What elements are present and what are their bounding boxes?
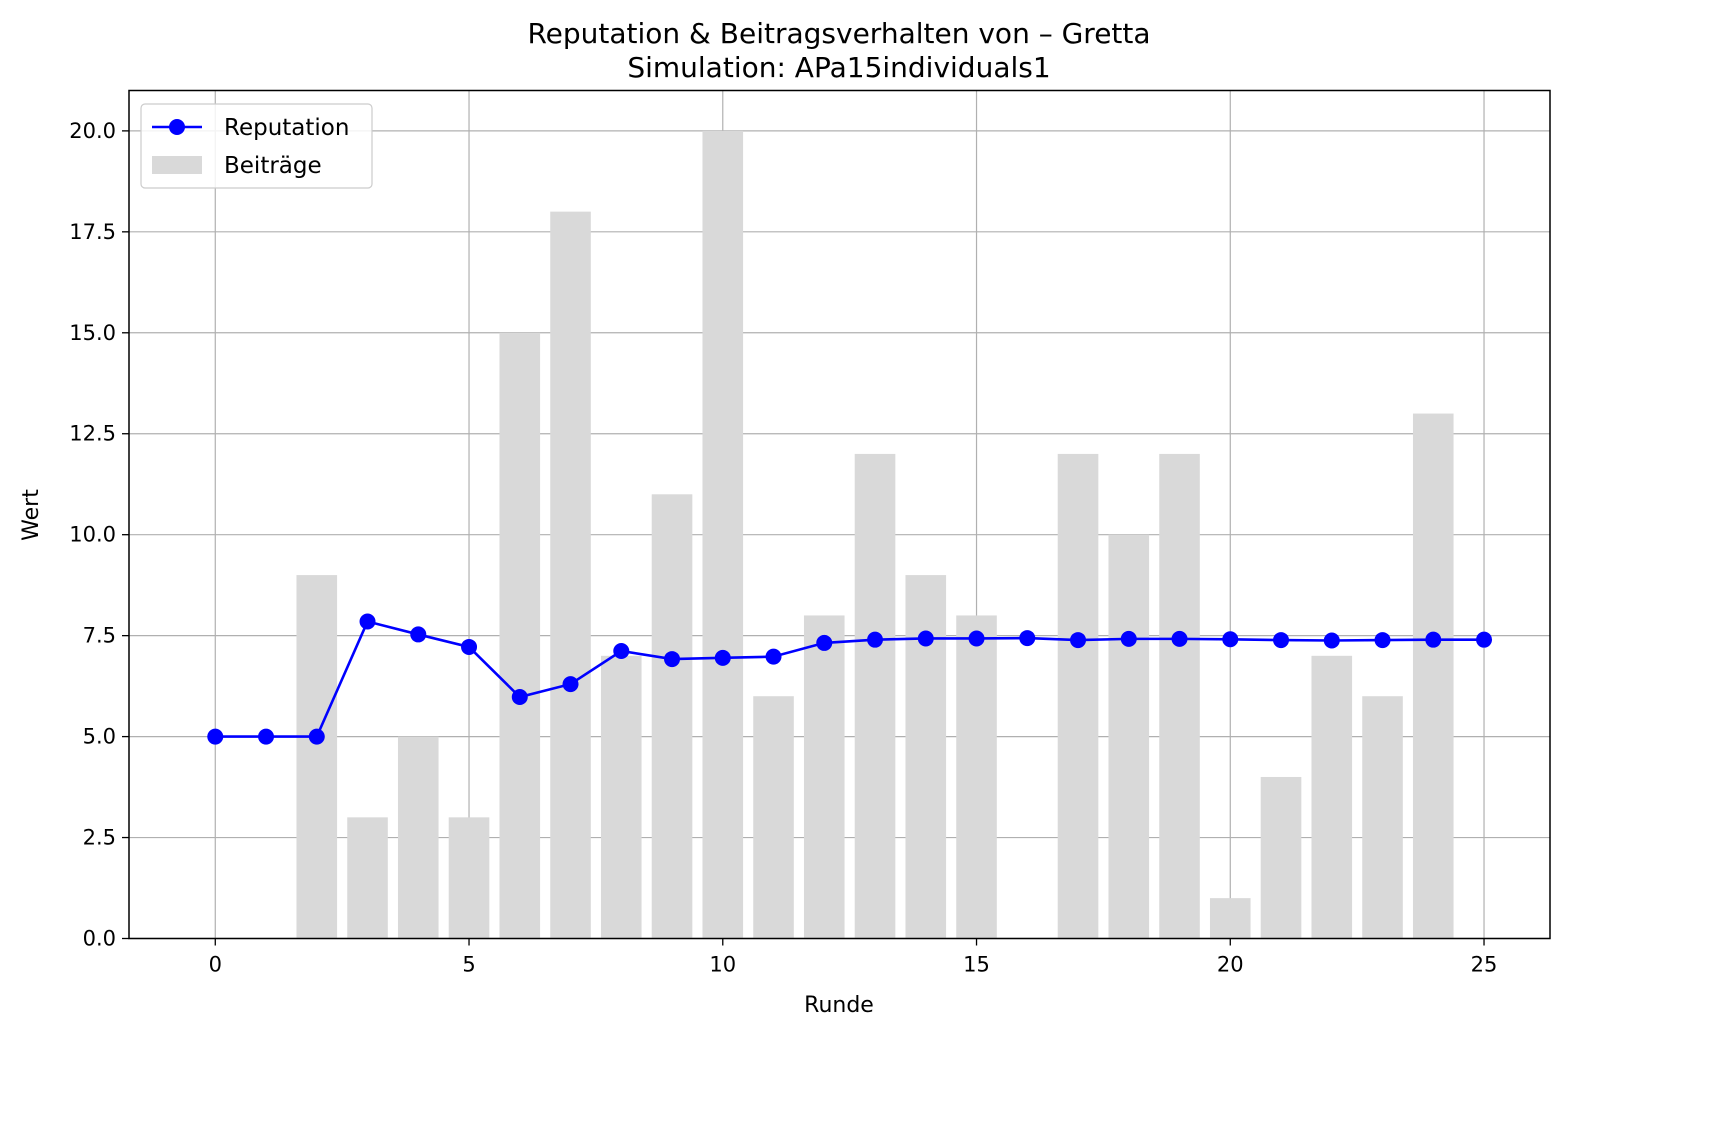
x-tick-label: 25: [1471, 953, 1498, 977]
beitraege-bar: [1260, 776, 1302, 939]
beitraege-bar: [1057, 453, 1099, 939]
beitraege-bar: [651, 494, 693, 939]
x-tick-label: 0: [209, 953, 222, 977]
y-axis-label: Wert: [19, 489, 44, 541]
reputation-points: [207, 613, 1493, 745]
beitraege-bar: [854, 453, 896, 939]
beitraege-bar: [956, 615, 997, 939]
beitraege-bar: [600, 655, 642, 939]
beitraege-bar: [1209, 898, 1251, 939]
reputation-point: [1070, 632, 1087, 649]
legend-reputation-label: Reputation: [224, 115, 349, 141]
reputation-point: [714, 649, 731, 666]
reputation-point: [511, 689, 528, 706]
plot-frame: [128, 89, 1551, 940]
legend-beitraege-label: Beiträge: [224, 153, 322, 179]
beitraege-bar: [347, 817, 388, 939]
y-tick-label: 5.0: [83, 725, 116, 749]
y-tick-label: 12.5: [69, 422, 116, 446]
y-tick-label: 2.5: [83, 826, 116, 850]
x-tick-label: 15: [963, 953, 990, 977]
chart-title: Reputation & Beitragsverhalten von – Gre…: [527, 17, 1150, 50]
beitraege-bar: [753, 696, 794, 939]
beitraege-bar: [1362, 696, 1403, 939]
reputation-point: [765, 648, 782, 665]
reputation-point: [613, 642, 630, 659]
legend: Reputation Beiträge: [140, 103, 373, 189]
legend-reputation-marker: [169, 119, 185, 135]
x-axis-ticks: 0 5 10 15 20 25: [209, 938, 1498, 977]
x-axis-label: Runde: [804, 993, 874, 1018]
reputation-point: [207, 728, 224, 745]
beitraege-bar: [448, 817, 490, 939]
reputation-point: [1019, 630, 1036, 647]
reputation-point: [968, 630, 985, 647]
beitraege-bar: [1159, 453, 1200, 939]
reputation-point: [867, 631, 884, 648]
beitraege-bar: [1311, 655, 1353, 939]
y-tick-label: 15.0: [69, 321, 116, 345]
y-tick-label: 0.0: [83, 927, 116, 951]
y-tick-label: 17.5: [69, 220, 116, 244]
reputation-point: [359, 613, 376, 630]
x-tick-label: 5: [462, 953, 475, 977]
beitraege-bar: [905, 575, 947, 939]
legend-beitraege-swatch: [152, 156, 202, 174]
reputation-point: [1323, 632, 1340, 649]
beitraege-bar: [803, 615, 845, 939]
reputation-point: [816, 634, 833, 651]
x-tick-label: 20: [1217, 953, 1244, 977]
reputation-point: [664, 651, 681, 668]
reputation-point: [410, 626, 427, 643]
reputation-point: [562, 676, 579, 693]
reputation-point: [1120, 630, 1137, 647]
beitraege-bar: [296, 575, 338, 939]
x-tick-label: 10: [709, 953, 736, 977]
reputation-point: [1222, 631, 1239, 648]
reputation-point: [308, 728, 325, 745]
beitraege-bar: [550, 211, 591, 939]
reputation-point: [1273, 632, 1290, 649]
beitraege-bar: [702, 130, 744, 939]
y-tick-label: 7.5: [83, 624, 116, 648]
bars: [296, 130, 1454, 939]
beitraege-bar: [397, 736, 439, 939]
reputation-point: [1425, 631, 1442, 648]
reputation-point: [258, 728, 275, 745]
reputation-point: [1171, 630, 1188, 647]
y-tick-label: 20.0: [69, 119, 116, 143]
beitraege-bar: [1108, 534, 1150, 939]
beitraege-bar: [499, 332, 541, 939]
beitraege-bar: [1412, 413, 1454, 939]
reputation-point: [1476, 631, 1493, 648]
reputation-point: [1374, 632, 1391, 649]
reputation-point: [461, 638, 478, 655]
y-axis-ticks: 0.0 2.5 5.0 7.5 10.0 12.5 15.0 17.5 20.0: [69, 119, 129, 951]
reputation-line: [215, 619, 1485, 738]
reputation-point: [917, 630, 934, 647]
y-tick-label: 10.0: [69, 523, 116, 547]
chart-subtitle: Simulation: APa15individuals1: [627, 51, 1050, 84]
